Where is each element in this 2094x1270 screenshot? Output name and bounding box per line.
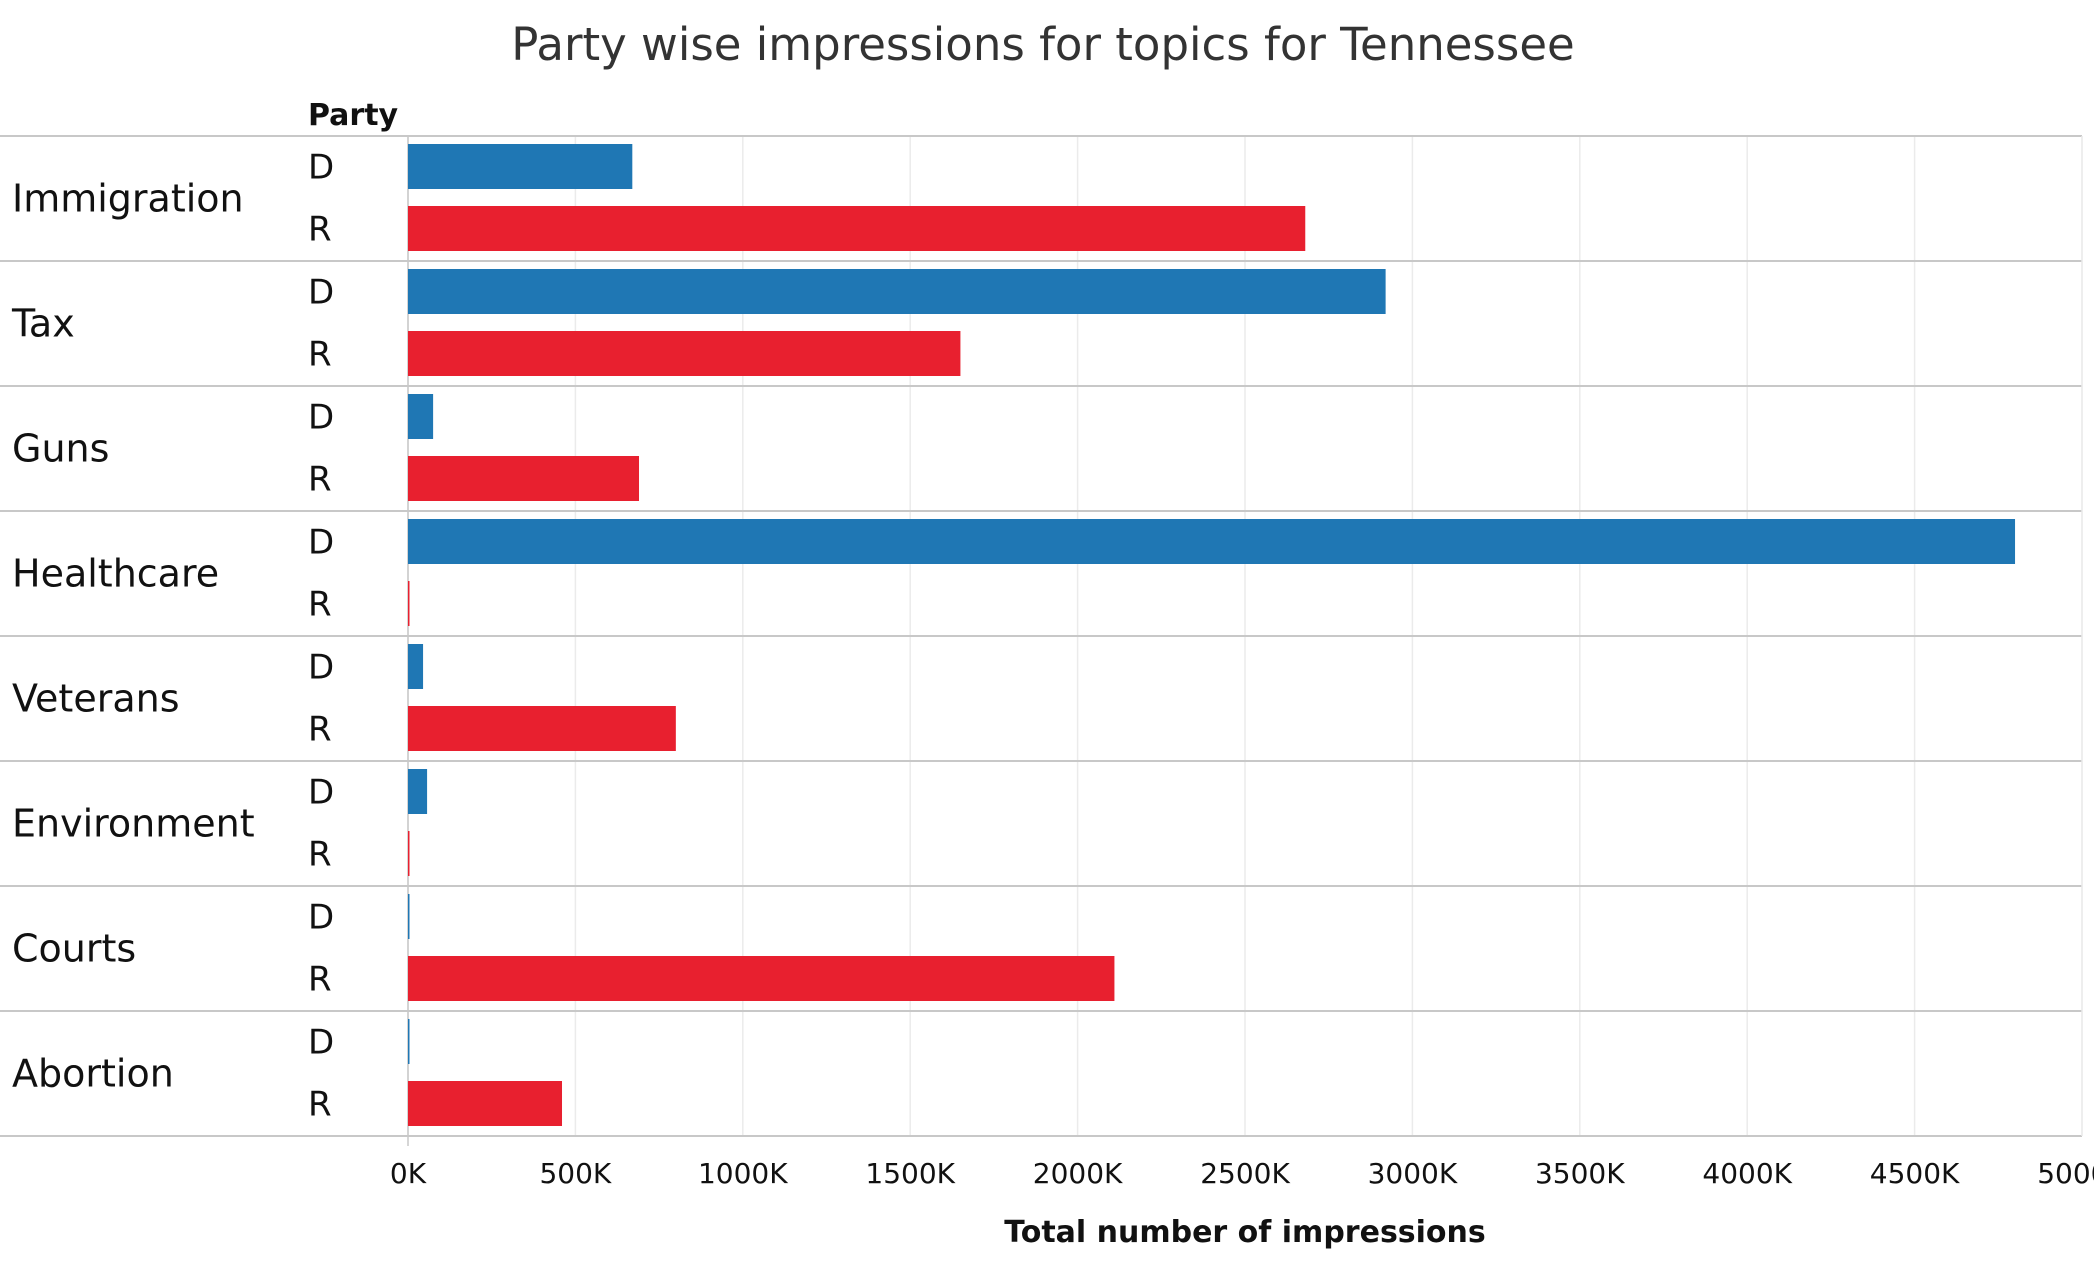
bar-d <box>408 519 2016 564</box>
topic-label: Abortion <box>12 1052 174 1096</box>
topic-label: Immigration <box>12 177 244 221</box>
party-label: R <box>308 210 332 250</box>
row-dividers <box>0 135 2083 1146</box>
party-label: D <box>308 148 334 188</box>
bar-d <box>408 394 434 439</box>
party-label: R <box>308 835 332 875</box>
x-tick-label: 2000K <box>1033 1157 1123 1190</box>
bar-d <box>408 894 410 939</box>
chart-title: Party wise impressions for topics for Te… <box>511 18 1574 71</box>
party-label: R <box>308 585 332 625</box>
party-label: D <box>308 398 334 438</box>
topic-label: Veterans <box>12 677 180 721</box>
party-label: D <box>308 648 334 688</box>
row-labels: ImmigrationDRTaxDRGunsDRHealthcareDRVete… <box>11 148 334 1125</box>
bar-r <box>408 831 410 876</box>
topic-label: Guns <box>12 427 109 471</box>
party-label: D <box>308 273 334 313</box>
party-label: R <box>308 960 332 1000</box>
party-label: D <box>308 523 334 563</box>
x-tick-label: 4000K <box>1702 1157 1792 1190</box>
party-label: D <box>308 1023 334 1063</box>
party-column-header: Party <box>308 98 399 133</box>
bar-r <box>408 1081 563 1126</box>
party-label: R <box>308 710 332 750</box>
topic-label: Courts <box>12 927 136 971</box>
x-tick-label: 500K <box>539 1157 611 1190</box>
bar-d <box>408 144 633 189</box>
bar-r <box>408 956 1115 1001</box>
topic-label: Tax <box>11 302 75 346</box>
x-axis-title: Total number of impressions <box>1004 1215 1486 1250</box>
topic-label: Healthcare <box>12 552 219 596</box>
bar-r <box>408 581 410 626</box>
party-label: D <box>308 773 334 813</box>
bar-d <box>408 644 424 689</box>
party-label: R <box>308 1085 332 1125</box>
party-label: D <box>308 898 334 938</box>
bar-d <box>408 769 428 814</box>
bars <box>408 144 2016 1126</box>
x-tick-label: 3500K <box>1535 1157 1625 1190</box>
x-tick-label: 0K <box>390 1157 427 1190</box>
bar-r <box>408 456 640 501</box>
topic-label: Environment <box>12 802 255 846</box>
bar-r <box>408 706 676 751</box>
x-tick-label: 1000K <box>698 1157 788 1190</box>
bar-r <box>408 206 1306 251</box>
x-axis-ticks: 0K 500K 1000K 1500K 2000K 2500K 3000K 3500K 4000… <box>390 1157 2094 1190</box>
x-tick-label: 4500K <box>1870 1157 1960 1190</box>
party-label: R <box>308 460 332 500</box>
x-tick-label: 2500K <box>1200 1157 1290 1190</box>
x-tick-label: 5000K <box>2037 1157 2094 1190</box>
bar-d <box>408 1019 410 1064</box>
bar-r <box>408 331 961 376</box>
party-label: R <box>308 335 332 375</box>
x-tick-label: 3000K <box>1368 1157 1458 1190</box>
bar-d <box>408 269 1386 314</box>
x-tick-label: 1500K <box>865 1157 955 1190</box>
